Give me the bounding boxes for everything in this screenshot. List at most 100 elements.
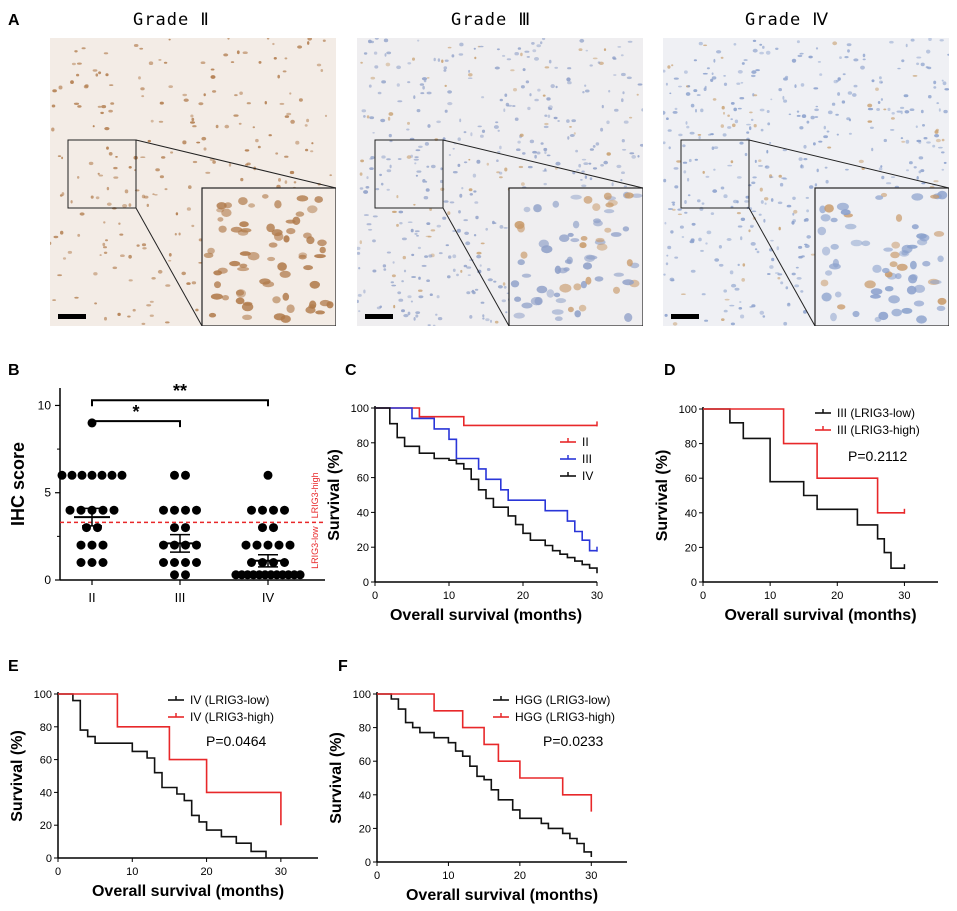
inset-cell xyxy=(829,263,841,270)
cell-nucleus xyxy=(62,257,67,260)
cell-nucleus xyxy=(679,225,684,229)
cell-nucleus xyxy=(506,58,512,61)
cell-nucleus xyxy=(670,279,675,282)
cell-nucleus xyxy=(723,194,728,199)
cell-nucleus xyxy=(415,174,418,177)
cell-nucleus xyxy=(939,39,944,42)
cell-nucleus xyxy=(796,40,800,44)
cell-nucleus xyxy=(257,145,261,149)
cell-nucleus xyxy=(862,58,866,61)
zoom-inset-background xyxy=(815,188,949,326)
cell-nucleus xyxy=(61,156,64,160)
cell-nucleus xyxy=(90,195,94,199)
y-tick-label: 60 xyxy=(685,473,697,485)
cell-nucleus xyxy=(504,93,508,97)
cell-nucleus xyxy=(627,40,633,43)
inset-cell xyxy=(610,232,622,237)
cell-nucleus xyxy=(480,301,485,304)
inset-cell xyxy=(891,241,900,249)
cell-nucleus xyxy=(50,241,52,245)
data-point xyxy=(159,540,168,550)
significance-label: * xyxy=(132,402,139,422)
cell-nucleus xyxy=(567,67,572,70)
inset-cell xyxy=(534,297,543,306)
cell-nucleus xyxy=(766,149,769,154)
cell-nucleus xyxy=(289,92,292,95)
cell-nucleus xyxy=(415,149,421,152)
cell-nucleus xyxy=(105,73,109,77)
cell-nucleus xyxy=(152,193,155,196)
data-point xyxy=(192,505,201,515)
inset-cell xyxy=(555,298,567,304)
cell-nucleus xyxy=(418,145,423,148)
data-point xyxy=(170,505,179,515)
cell-nucleus xyxy=(922,124,925,127)
cell-nucleus xyxy=(800,164,803,168)
cell-nucleus xyxy=(496,48,500,51)
cell-nucleus xyxy=(140,87,145,91)
cell-nucleus xyxy=(396,83,400,87)
cell-nucleus xyxy=(750,242,756,246)
cell-nucleus xyxy=(372,132,375,134)
cell-nucleus xyxy=(414,162,417,165)
x-tick-label: 0 xyxy=(55,866,61,878)
cell-nucleus xyxy=(629,152,635,155)
y-axis-label: Survival (%) xyxy=(326,449,343,541)
cell-nucleus xyxy=(759,108,765,112)
cell-nucleus xyxy=(469,193,473,196)
cell-nucleus xyxy=(154,194,158,196)
cell-nucleus xyxy=(51,127,55,132)
cell-nucleus xyxy=(357,251,361,255)
cell-nucleus xyxy=(938,146,943,149)
x-tick-label: 30 xyxy=(591,590,603,602)
cell-nucleus xyxy=(487,278,493,282)
cell-nucleus xyxy=(468,158,471,161)
cell-nucleus xyxy=(426,279,430,282)
cell-nucleus xyxy=(801,114,807,118)
cell-nucleus xyxy=(329,174,333,177)
data-point xyxy=(181,505,190,515)
data-point xyxy=(181,470,190,480)
cell-nucleus xyxy=(358,310,361,313)
inset-cell xyxy=(837,304,846,310)
cell-nucleus xyxy=(544,122,549,126)
cell-nucleus xyxy=(163,61,168,64)
cell-nucleus xyxy=(876,108,880,111)
cell-nucleus xyxy=(585,49,589,52)
cell-nucleus xyxy=(792,219,796,223)
inset-cell xyxy=(566,256,573,265)
cell-nucleus xyxy=(430,229,436,232)
inset-cell xyxy=(559,283,572,293)
cell-nucleus xyxy=(853,58,859,62)
inset-cell xyxy=(594,276,604,282)
cell-nucleus xyxy=(732,123,736,128)
inset-cell xyxy=(578,304,587,312)
cell-nucleus xyxy=(149,300,154,303)
inset-cell xyxy=(238,197,248,206)
cell-nucleus xyxy=(727,114,730,117)
inset-cell xyxy=(559,234,570,242)
cell-nucleus xyxy=(103,52,109,55)
cell-nucleus xyxy=(212,90,217,93)
inset-cell xyxy=(282,292,290,301)
cell-nucleus xyxy=(734,287,740,291)
cell-nucleus xyxy=(359,240,362,245)
cell-nucleus xyxy=(103,251,108,254)
scale-bar xyxy=(365,314,393,319)
cell-nucleus xyxy=(182,140,187,145)
cell-nucleus xyxy=(311,142,314,145)
cell-nucleus xyxy=(814,108,819,112)
cell-nucleus xyxy=(578,48,583,51)
cell-nucleus xyxy=(447,46,452,49)
cell-nucleus xyxy=(887,107,891,111)
cell-nucleus xyxy=(750,118,754,121)
cell-nucleus xyxy=(698,136,701,140)
cell-nucleus xyxy=(687,194,691,197)
inset-cell xyxy=(567,232,574,237)
cell-nucleus xyxy=(752,39,757,42)
inset-cell xyxy=(820,214,831,222)
cell-nucleus xyxy=(824,166,828,169)
inset-cell xyxy=(286,228,296,235)
cell-nucleus xyxy=(813,87,819,90)
inset-cell xyxy=(906,285,917,295)
